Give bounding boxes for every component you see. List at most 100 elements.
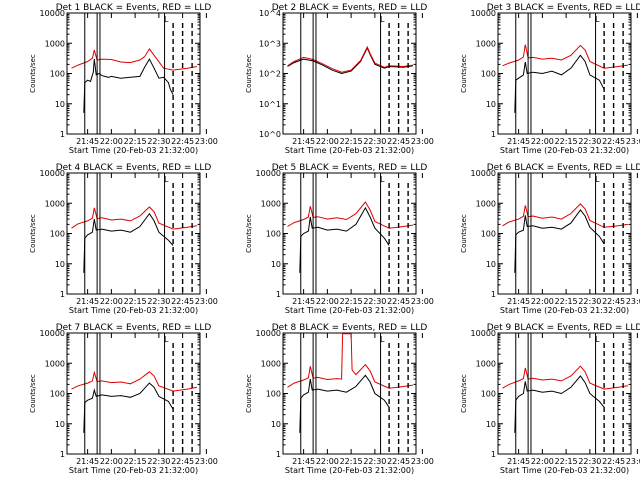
corner-marker: L [380,175,385,184]
plot-frame [282,12,417,135]
x-tick-label: 22:00 [100,297,123,306]
y-tick-label: 100 [481,390,496,399]
x-tick-label: 22:00 [100,457,123,466]
y-tick-label: 1 [60,130,65,139]
y-tick-label: 1 [276,450,281,459]
x-tick-label: 22:00 [316,297,339,306]
y-tick-label: 1 [491,450,496,459]
x-tick-label: 22:45 [602,457,625,466]
y-tick-label: 1000 [261,359,281,368]
y-tick-label: 10 [486,260,496,269]
panel-title: Det 8 BLACK = Events, RED = LLD [272,323,428,333]
y-tick-label: 1000 [476,199,496,208]
x-tick-label: 22:45 [602,137,625,146]
x-tick-label: 22:15 [340,137,363,146]
panel-title: Det 2 BLACK = Events, RED = LLD [272,3,428,13]
x-tick-label: 21:45 [292,297,315,306]
plot-frame [66,172,201,295]
y-axis-label: Counts/sec [29,374,37,413]
y-tick-label: 10000 [40,329,65,338]
x-tick-label: 22:45 [387,457,410,466]
x-tick-label: 23:00 [195,297,218,306]
x-tick-label: 22:00 [100,137,123,146]
panel-title: Det 7 BLACK = Events, RED = LLD [56,323,212,333]
y-tick-label: 100 [266,390,281,399]
x-axis-label: Start Time (20-Feb-03 21:32:00) [285,466,414,475]
y-tick-label: 1 [276,290,281,299]
plot-frame [66,332,201,455]
y-tick-label: 10000 [471,9,496,18]
x-tick-label: 22:15 [124,457,147,466]
y-tick-label: 100 [481,70,496,79]
x-tick-label: 22:45 [602,297,625,306]
x-tick-label: 21:45 [507,297,530,306]
x-axis-label: Start Time (20-Feb-03 21:32:00) [285,146,414,155]
x-tick-label: 21:45 [76,137,99,146]
y-tick-label: 10000 [40,169,65,178]
corner-marker: L [164,335,169,344]
x-tick-label: 21:45 [76,457,99,466]
y-tick-label: 10^4 [259,9,281,18]
x-tick-label: 22:30 [578,297,601,306]
x-tick-label: 22:30 [147,137,170,146]
x-tick-label: 23:00 [411,457,434,466]
series-events-line [83,382,174,433]
x-axis-label: Start Time (20-Feb-03 21:32:00) [285,306,414,315]
y-axis-label: Counts/sec [460,54,468,93]
x-tick-label: 22:30 [363,137,386,146]
x-tick-label: 22:30 [578,137,601,146]
x-tick-label: 23:00 [411,297,434,306]
y-tick-label: 100 [50,230,65,239]
y-tick-label: 10000 [471,329,496,338]
x-tick-label: 23:00 [626,297,640,306]
x-tick-label: 22:30 [363,457,386,466]
y-axis-label: Counts/sec [245,374,253,413]
y-tick-label: 10^0 [259,130,281,139]
y-tick-label: 10^3 [259,39,281,48]
y-tick-label: 1000 [45,359,65,368]
x-tick-label: 22:45 [171,137,194,146]
x-tick-label: 21:45 [292,137,315,146]
y-tick-label: 1000 [45,39,65,48]
series-lld-line [502,44,628,69]
panel-det5: Det 5 BLACK = Events, RED = LLD 1 10 100 100… [245,163,434,315]
corner-marker: L [164,175,169,184]
series-lld-line [287,201,413,229]
x-axis-label: Start Time (20-Feb-03 21:32:00) [69,466,198,475]
series-events-line [287,46,413,75]
panel-det3: Det 3 BLACK = Events, RED = LLD 1 10 100 100… [460,3,640,155]
y-axis-label: Counts/sec [29,214,37,253]
y-axis-label: Counts/sec [245,54,253,93]
plot-frame [497,12,632,135]
y-tick-label: 10 [55,420,65,429]
panel-title: Det 9 BLACK = Events, RED = LLD [487,323,640,333]
panel-title: Det 1 BLACK = Events, RED = LLD [56,3,212,13]
y-axis-label: Counts/sec [29,54,37,93]
x-tick-label: 22:15 [555,297,578,306]
x-tick-label: 22:30 [363,297,386,306]
panel-title: Det 4 BLACK = Events, RED = LLD [56,163,212,173]
x-tick-label: 21:45 [76,297,99,306]
plot-frame [282,332,417,455]
y-axis-label: Counts/sec [245,214,253,253]
x-tick-label: 22:00 [531,297,554,306]
y-tick-label: 1000 [476,39,496,48]
y-tick-label: 1 [491,290,496,299]
series-lld-line [71,206,197,230]
x-tick-label: 22:00 [531,137,554,146]
x-tick-label: 22:15 [555,457,578,466]
series-events-line [514,375,605,433]
panel-det4: Det 4 BLACK = Events, RED = LLD 1 10 100 100… [29,163,218,315]
x-tick-label: 22:30 [147,297,170,306]
y-tick-label: 10^1 [259,100,281,109]
y-tick-label: 10000 [40,9,65,18]
y-tick-label: 10 [55,260,65,269]
y-tick-label: 1 [60,290,65,299]
panel-title: Det 5 BLACK = Events, RED = LLD [272,163,428,173]
y-tick-label: 10000 [256,329,281,338]
corner-marker: L [164,15,169,24]
x-tick-label: 23:00 [195,457,218,466]
x-tick-label: 23:00 [195,137,218,146]
x-tick-label: 22:00 [316,457,339,466]
y-tick-label: 1000 [476,359,496,368]
